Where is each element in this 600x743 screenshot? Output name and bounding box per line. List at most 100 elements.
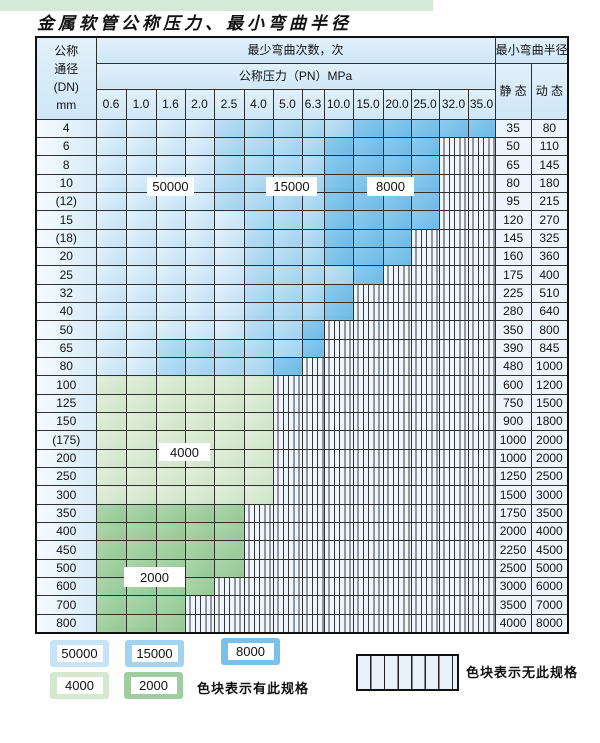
legend-chip-15000: 15000	[125, 640, 184, 667]
dynamic-radius-cell: 1500	[530, 393, 569, 414]
spec-cell	[213, 503, 245, 524]
spec-cell	[155, 136, 186, 157]
spec-cell	[272, 210, 303, 230]
radius-header: 最小弯曲半径	[494, 36, 569, 64]
pressure-col-header: 25.0	[410, 88, 440, 120]
dn-cell: 20	[35, 246, 97, 267]
dn-cell: 50	[35, 320, 97, 340]
spec-cell	[213, 265, 245, 285]
no-spec-cell	[382, 338, 412, 358]
spec-cell	[95, 375, 127, 395]
no-spec-cell	[438, 338, 469, 358]
static-radius-cell: 1000	[494, 430, 532, 450]
spec-cell	[95, 228, 127, 248]
dn-header-line: mm	[56, 98, 77, 113]
table-row: 125 750 1500	[35, 393, 569, 414]
spec-cell	[438, 118, 469, 138]
spec-cell	[243, 191, 274, 212]
static-radius-cell: 175	[494, 265, 532, 285]
no-spec-cell	[272, 577, 303, 597]
dynamic-radius-cell: 800	[530, 320, 569, 340]
table-row: 100 600 1200	[35, 375, 569, 395]
spec-cell	[95, 191, 127, 212]
dn-cell: 300	[35, 485, 97, 505]
no-spec-cell	[301, 448, 325, 469]
table-row: 350 1750 3500	[35, 503, 569, 524]
no-spec-cell	[352, 448, 384, 469]
spec-cell	[155, 375, 186, 395]
no-spec-cell	[352, 485, 384, 505]
no-spec-cell	[184, 595, 215, 615]
dynamic-radius-cell: 110	[530, 136, 569, 157]
no-spec-cell	[410, 411, 440, 432]
no-spec-cell	[438, 228, 469, 248]
spec-cell	[352, 118, 384, 138]
table-row: 32 225 510	[35, 283, 569, 303]
no-spec-cell	[243, 503, 274, 524]
no-spec-cell	[352, 540, 384, 560]
no-spec-cell	[352, 522, 384, 542]
no-spec-cell	[272, 430, 303, 450]
spec-cell	[213, 558, 245, 579]
dynamic-header: 动 态	[530, 62, 569, 120]
spec-cell	[184, 155, 215, 175]
no-spec-cell	[352, 375, 384, 395]
dn-cell: 450	[35, 540, 97, 560]
spec-cell	[95, 265, 127, 285]
dynamic-radius-cell: 5000	[530, 558, 569, 579]
no-spec-cell	[438, 283, 469, 303]
legend-chip-label: 50000	[56, 645, 103, 662]
spec-cell	[323, 136, 354, 157]
spec-cell	[272, 265, 303, 285]
spec-table: 公称 通径 (DN) mm 最少弯曲次数，次 最小弯曲半径 公称压力（PN）MP…	[35, 36, 570, 634]
no-spec-cell	[323, 467, 354, 487]
table-row: (12) 95 215	[35, 191, 569, 212]
spec-cell	[184, 191, 215, 212]
pressure-col-header: 4.0	[243, 88, 274, 120]
no-spec-cell	[352, 467, 384, 487]
no-spec-cell	[382, 356, 412, 377]
no-spec-cell	[301, 430, 325, 450]
spec-cell	[95, 393, 127, 414]
spec-cell	[155, 338, 186, 358]
spec-cell	[155, 393, 186, 414]
table-row: 500 2500 5000	[35, 558, 569, 579]
dn-cell: 500	[35, 558, 97, 579]
spec-cell	[155, 540, 186, 560]
no-spec-cell	[410, 283, 440, 303]
dn-cell: 250	[35, 467, 97, 487]
spec-cell	[272, 246, 303, 267]
dn-header-line: (DN)	[53, 80, 79, 95]
spec-cell	[323, 301, 354, 322]
no-spec-cell	[323, 595, 354, 615]
dn-cell: 8	[35, 155, 97, 175]
spec-cell	[352, 136, 384, 157]
dynamic-radius-cell: 6000	[530, 577, 569, 597]
spec-cell	[95, 283, 127, 303]
spec-cell	[213, 356, 245, 377]
dynamic-radius-cell: 7000	[530, 595, 569, 615]
no-spec-cell	[467, 613, 496, 634]
dynamic-radius-cell: 3000	[530, 485, 569, 505]
no-spec-cell	[467, 393, 496, 414]
dynamic-radius-cell: 4500	[530, 540, 569, 560]
no-spec-cell	[382, 613, 412, 634]
spec-cell	[125, 485, 157, 505]
spec-cell	[95, 540, 127, 560]
spec-cell	[95, 411, 127, 432]
no-spec-cell	[467, 265, 496, 285]
spec-cell	[95, 338, 127, 358]
pressure-col-header: 6.3	[301, 88, 325, 120]
spec-cell	[125, 136, 157, 157]
spec-cell	[323, 191, 354, 212]
spec-cell	[272, 118, 303, 138]
spec-cell	[95, 613, 127, 634]
spec-cell	[301, 320, 325, 340]
no-spec-cell	[438, 485, 469, 505]
no-spec-cell	[301, 485, 325, 505]
table-row: 65 390 845	[35, 338, 569, 358]
no-spec-cell	[438, 613, 469, 634]
spec-cell	[155, 155, 186, 175]
spec-cell	[213, 283, 245, 303]
